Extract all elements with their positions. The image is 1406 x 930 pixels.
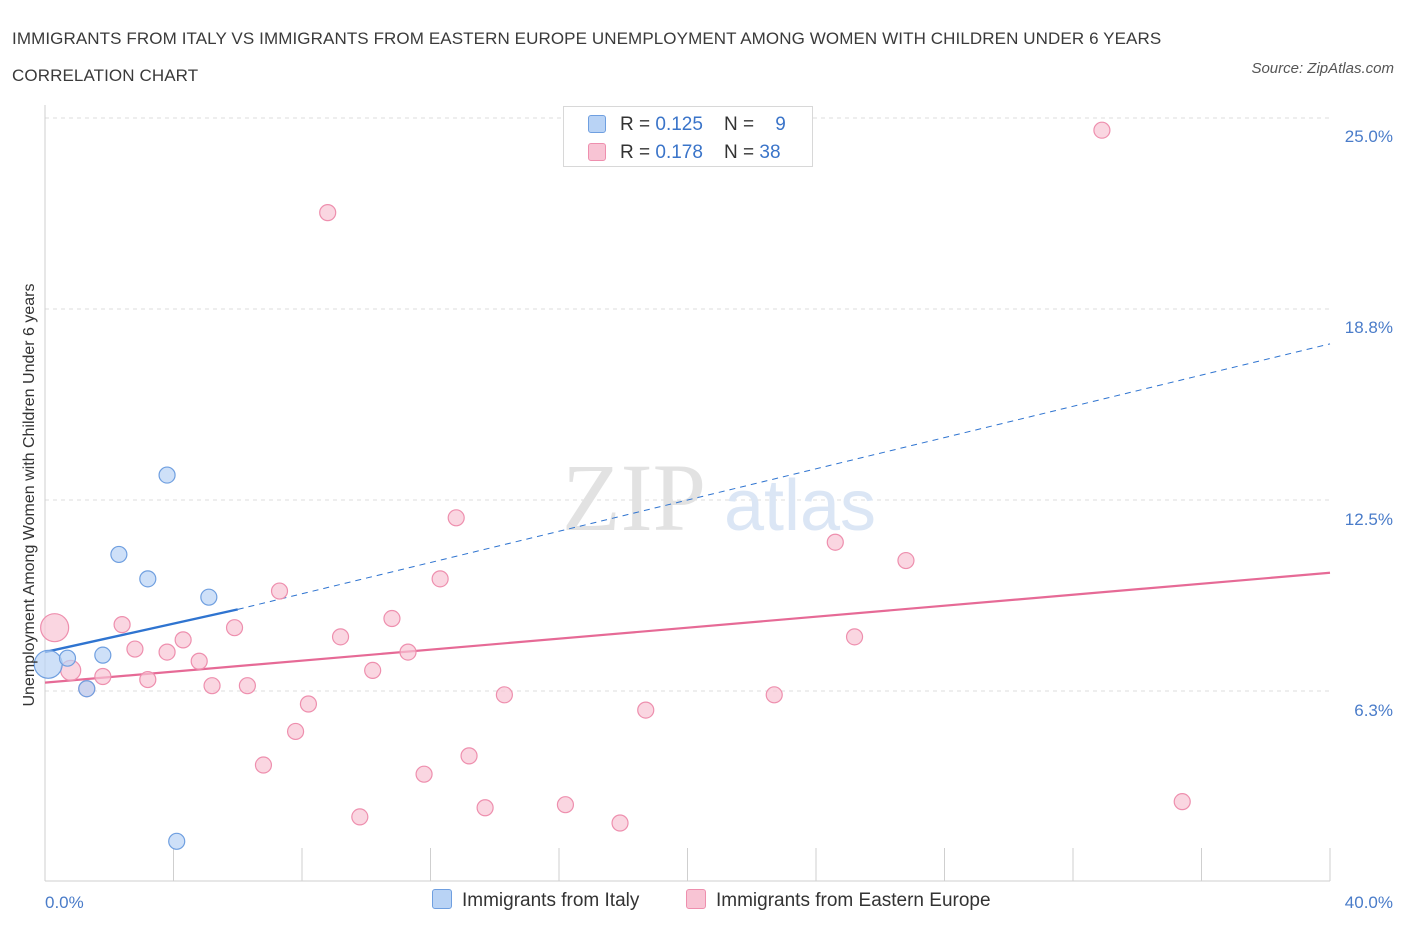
point-eastern-europe bbox=[174, 631, 192, 649]
series-swatch-italy bbox=[432, 889, 452, 909]
y-tick-label: 18.8% bbox=[1345, 318, 1393, 337]
point-eastern-europe bbox=[556, 796, 575, 814]
legend-n-label: N = bbox=[724, 142, 760, 163]
chart-title: IMMIGRANTS FROM ITALY VS IMMIGRANTS FROM… bbox=[12, 29, 1162, 85]
point-italy bbox=[78, 680, 96, 698]
point-eastern-europe bbox=[331, 628, 350, 646]
point-eastern-europe bbox=[611, 814, 629, 832]
point-italy bbox=[168, 832, 186, 850]
series-swatch-eastern-europe bbox=[686, 889, 706, 909]
point-eastern-europe bbox=[113, 616, 131, 634]
series-legend-italy: Immigrants from Italy bbox=[432, 889, 639, 912]
point-eastern-europe bbox=[190, 652, 208, 670]
point-eastern-europe bbox=[364, 661, 382, 680]
series-label-italy: Immigrants from Italy bbox=[462, 890, 640, 911]
legend-n-value: 38 bbox=[759, 142, 781, 163]
trend-line-eastern-europe bbox=[44, 571, 1331, 684]
legend-r-label: R = bbox=[620, 114, 656, 135]
x-tick-label-max: 40.0% bbox=[1345, 893, 1393, 912]
point-eastern-europe bbox=[203, 677, 221, 695]
point-eastern-europe bbox=[826, 533, 844, 551]
point-eastern-europe bbox=[270, 582, 289, 600]
point-eastern-europe bbox=[765, 686, 783, 704]
y-tick-label: 6.3% bbox=[1354, 701, 1393, 720]
point-italy bbox=[200, 588, 218, 606]
x-tick-label-min: 0.0% bbox=[45, 893, 84, 912]
point-eastern-europe bbox=[225, 619, 244, 637]
point-eastern-europe bbox=[460, 747, 478, 765]
series-legend-eastern-europe: Immigrants from Eastern Europe bbox=[686, 889, 991, 912]
point-eastern-europe bbox=[126, 640, 144, 658]
point-eastern-europe bbox=[845, 628, 864, 646]
legend-r-value: 0.178 bbox=[655, 142, 703, 163]
point-eastern-europe bbox=[637, 701, 655, 719]
trend-lines bbox=[44, 343, 1331, 684]
axes bbox=[44, 105, 1331, 882]
trend-line-italy-projection bbox=[237, 343, 1331, 610]
point-eastern-europe bbox=[254, 756, 273, 774]
point-eastern-europe bbox=[897, 551, 915, 570]
source-label: Source: ZipAtlas.com bbox=[1251, 60, 1394, 77]
point-eastern-europe bbox=[431, 570, 449, 588]
point-eastern-europe bbox=[139, 670, 157, 689]
point-eastern-europe bbox=[415, 765, 433, 783]
point-eastern-europe bbox=[399, 643, 417, 661]
legend-n-label: N = bbox=[724, 114, 760, 135]
point-eastern-europe bbox=[94, 667, 112, 686]
point-eastern-europe bbox=[238, 677, 256, 695]
point-eastern-europe bbox=[286, 722, 305, 741]
watermark: ZIP atlas bbox=[562, 444, 876, 551]
y-axis-label: Unemployment Among Women with Children U… bbox=[21, 283, 38, 706]
point-eastern-europe bbox=[1173, 793, 1191, 811]
point-italy bbox=[110, 545, 128, 564]
point-eastern-europe bbox=[447, 509, 465, 527]
point-italy bbox=[33, 649, 63, 679]
point-italy bbox=[139, 570, 157, 588]
data-points bbox=[33, 121, 1191, 850]
legend-r-value: 0.125 bbox=[655, 114, 703, 135]
y-tick-label: 25.0% bbox=[1345, 127, 1393, 146]
grid-lines bbox=[45, 117, 1330, 692]
correlation-legend: R = 0.125 N = 9 R = 0.178 N = 38 bbox=[563, 106, 813, 167]
legend-swatch-eastern-europe bbox=[588, 143, 606, 161]
point-italy bbox=[158, 466, 176, 484]
point-eastern-europe bbox=[299, 695, 318, 713]
point-eastern-europe bbox=[158, 643, 176, 661]
series-label-eastern-europe: Immigrants from Eastern Europe bbox=[716, 890, 991, 911]
point-eastern-europe bbox=[476, 799, 494, 817]
y-tick-label: 12.5% bbox=[1345, 510, 1393, 529]
point-eastern-europe bbox=[1093, 121, 1111, 139]
legend-n-value: 9 bbox=[775, 114, 786, 135]
point-eastern-europe bbox=[319, 204, 337, 222]
point-eastern-europe bbox=[351, 808, 369, 826]
trend-line-italy bbox=[44, 608, 239, 654]
watermark-zip: ZIP bbox=[562, 444, 706, 551]
point-eastern-europe bbox=[495, 686, 513, 704]
point-eastern-europe bbox=[383, 609, 401, 628]
point-eastern-europe bbox=[40, 613, 70, 643]
legend-swatch-italy bbox=[588, 115, 606, 133]
legend-r-label: R = bbox=[620, 142, 656, 163]
y-tick-labels: 6.3% 12.5% 18.8% 25.0% bbox=[1345, 127, 1393, 720]
point-italy bbox=[94, 646, 112, 664]
watermark-atlas: atlas bbox=[724, 466, 876, 546]
point-italy bbox=[58, 649, 77, 667]
